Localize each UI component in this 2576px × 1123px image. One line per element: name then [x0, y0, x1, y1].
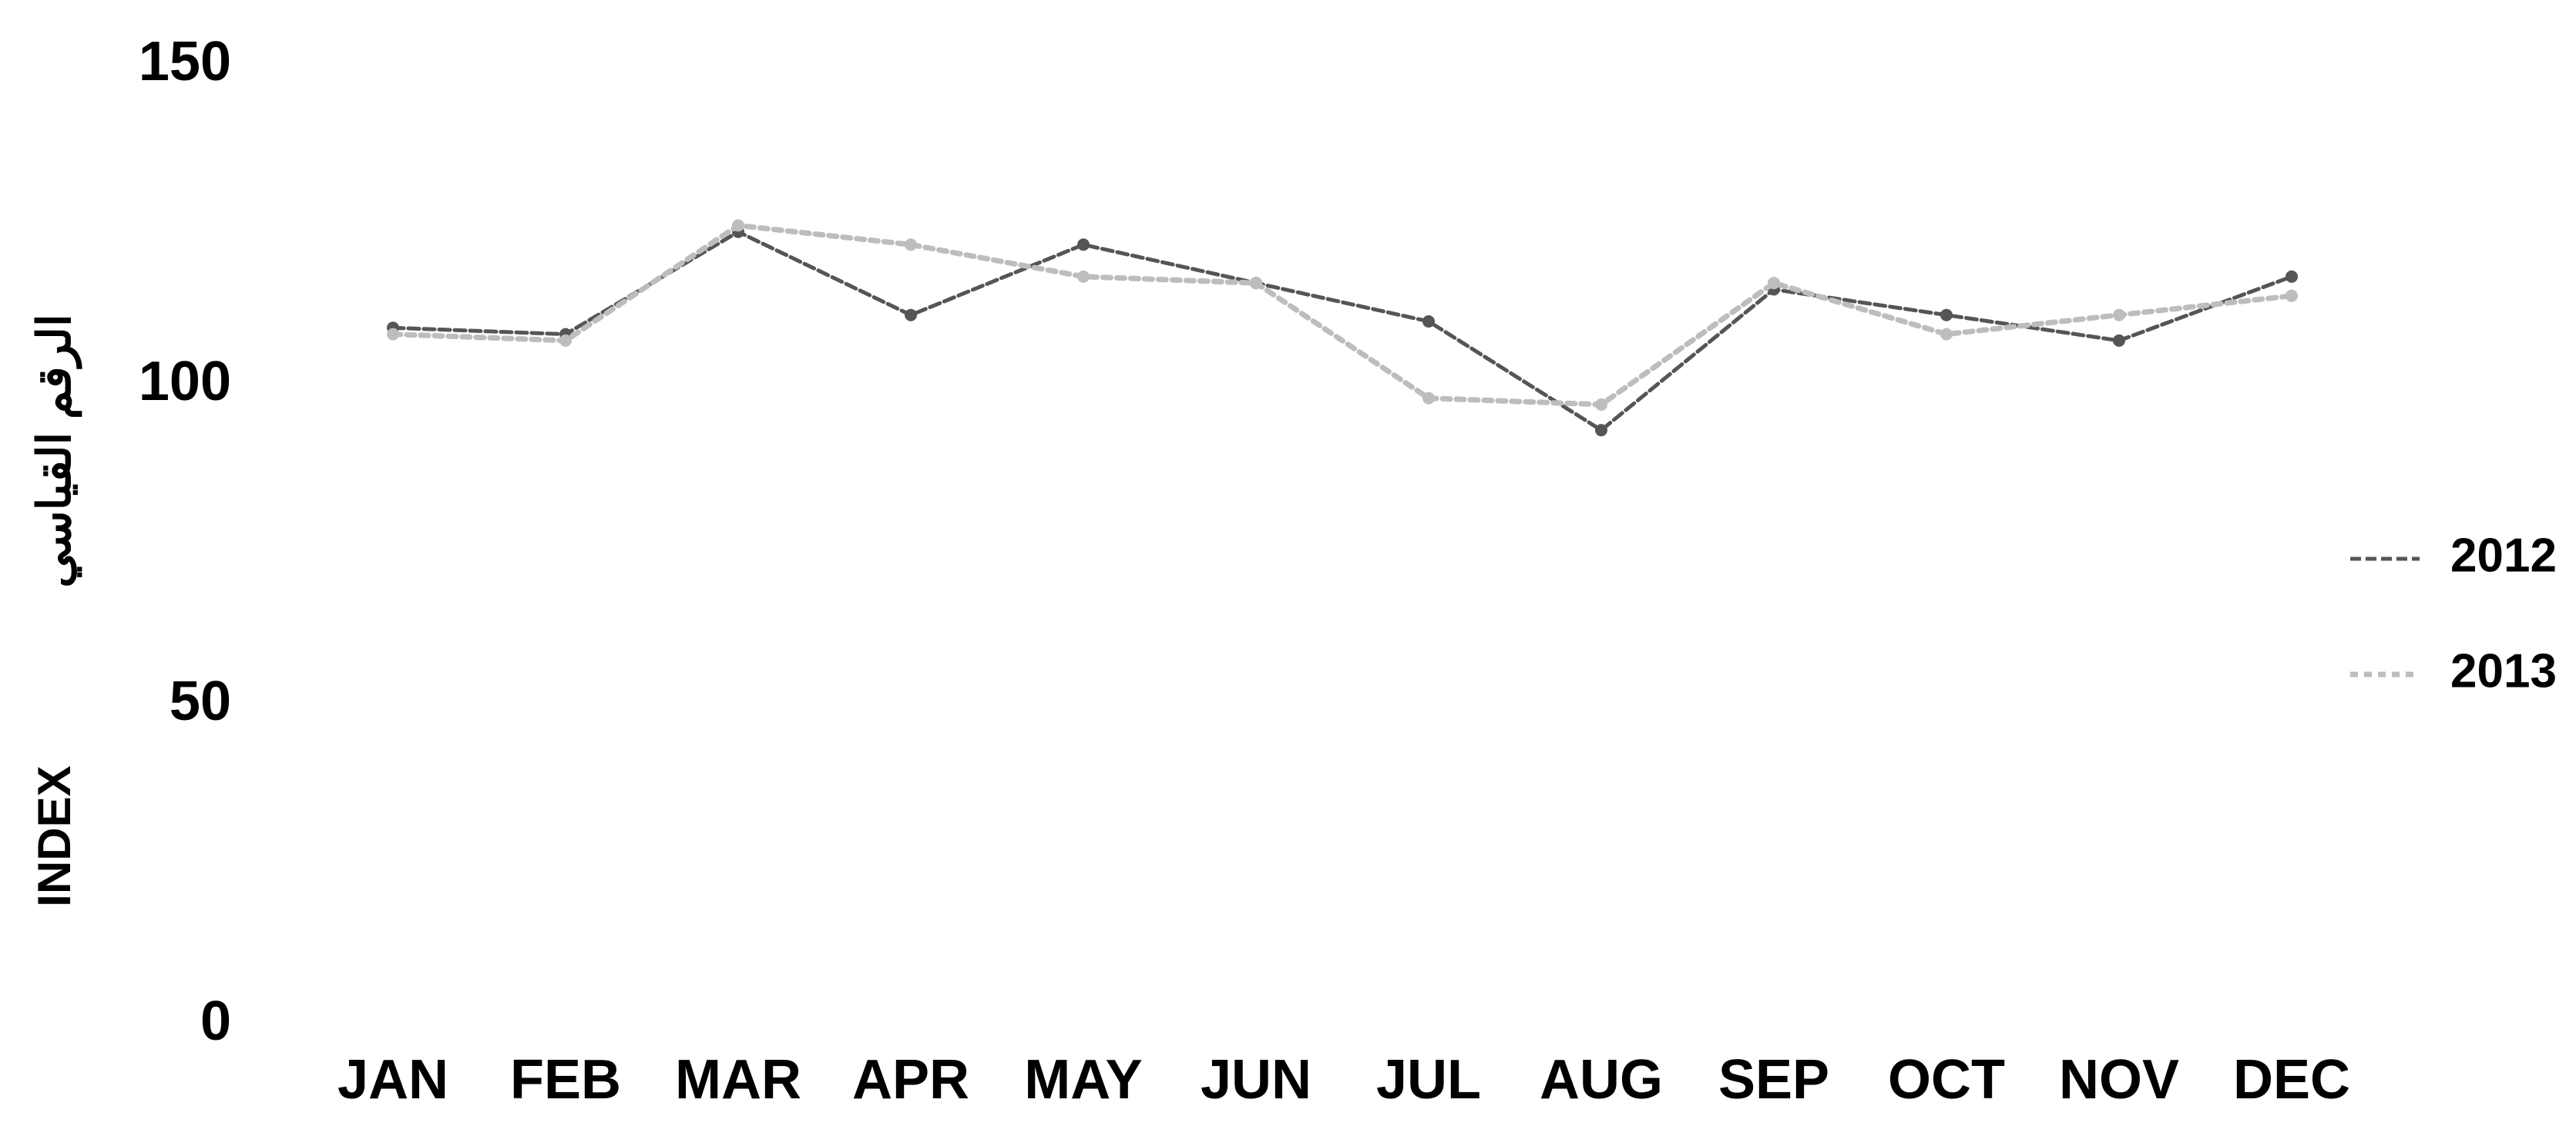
data-point-2013 [1595, 398, 1607, 411]
y-tick-label: 100 [139, 351, 231, 412]
data-point-2013 [905, 238, 917, 251]
data-point-2012 [1940, 308, 1953, 321]
y-tick-label: 0 [200, 990, 231, 1052]
data-point-2012 [2113, 334, 2125, 347]
series-layer [387, 219, 2298, 437]
x-tick-label: AUG [1540, 1049, 1663, 1111]
y-tick-label: 50 [170, 671, 231, 732]
data-point-2013 [1250, 277, 1262, 290]
x-tick-label: MAR [675, 1049, 801, 1111]
series-line-2012 [391, 230, 2294, 432]
y-axis-label-arabic: الرقم القياسي [29, 314, 82, 587]
y-tick-label: 150 [139, 31, 231, 92]
data-point-2012 [1595, 424, 1607, 437]
data-point-2013 [2113, 308, 2125, 321]
x-tick-label: APR [852, 1049, 969, 1111]
x-tick-label: JUL [1376, 1049, 1481, 1111]
x-tick-label: DEC [2233, 1049, 2350, 1111]
y-axis-ticks: 0 50 100 150 [139, 31, 231, 1052]
data-point-2013 [559, 334, 572, 347]
x-tick-label: NOV [2059, 1049, 2179, 1111]
legend-label: 2013 [2450, 644, 2557, 698]
data-point-2012 [905, 308, 917, 321]
y-axis-label-latin: INDEX [29, 765, 80, 906]
data-point-2012 [1422, 315, 1435, 328]
x-tick-label: OCT [1888, 1049, 2005, 1111]
data-point-2012 [1077, 238, 1090, 251]
y-axis-label: INDEX الرقم القياسي [29, 314, 82, 906]
data-point-2013 [1940, 328, 1953, 341]
data-point-2012 [2285, 270, 2298, 283]
x-tick-label: SEP [1718, 1049, 1829, 1111]
legend: 2012 2013 [2350, 529, 2557, 698]
data-point-2013 [1422, 392, 1435, 405]
x-tick-label: FEB [510, 1049, 621, 1111]
x-tick-label: JUN [1201, 1049, 1312, 1111]
data-point-2013 [387, 328, 399, 341]
x-axis-ticks: JAN FEB MAR APR MAY JUN JUL AUG SEP OCT NOV DEC [338, 1049, 2350, 1111]
legend-label: 2012 [2450, 529, 2557, 582]
data-point-2013 [1768, 277, 1780, 290]
data-point-2013 [732, 219, 744, 232]
data-point-2013 [2285, 289, 2298, 302]
x-tick-label: MAY [1024, 1049, 1142, 1111]
series-line-2013 [390, 223, 2295, 408]
data-point-2013 [1077, 270, 1090, 283]
x-tick-label: JAN [338, 1049, 448, 1111]
